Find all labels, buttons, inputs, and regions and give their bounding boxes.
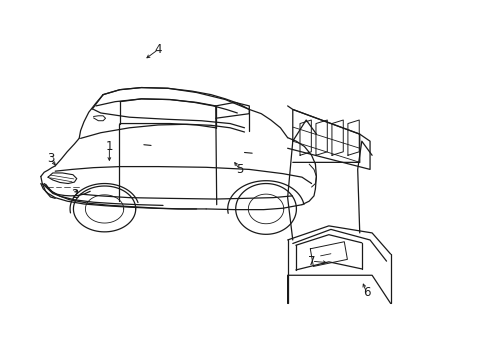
Text: 1: 1	[105, 140, 113, 153]
Text: 4: 4	[154, 43, 162, 56]
Text: 5: 5	[236, 163, 243, 176]
Text: 6: 6	[362, 287, 370, 300]
Text: 3: 3	[47, 152, 54, 165]
Text: 2: 2	[70, 188, 78, 201]
Text: 7: 7	[307, 255, 315, 267]
